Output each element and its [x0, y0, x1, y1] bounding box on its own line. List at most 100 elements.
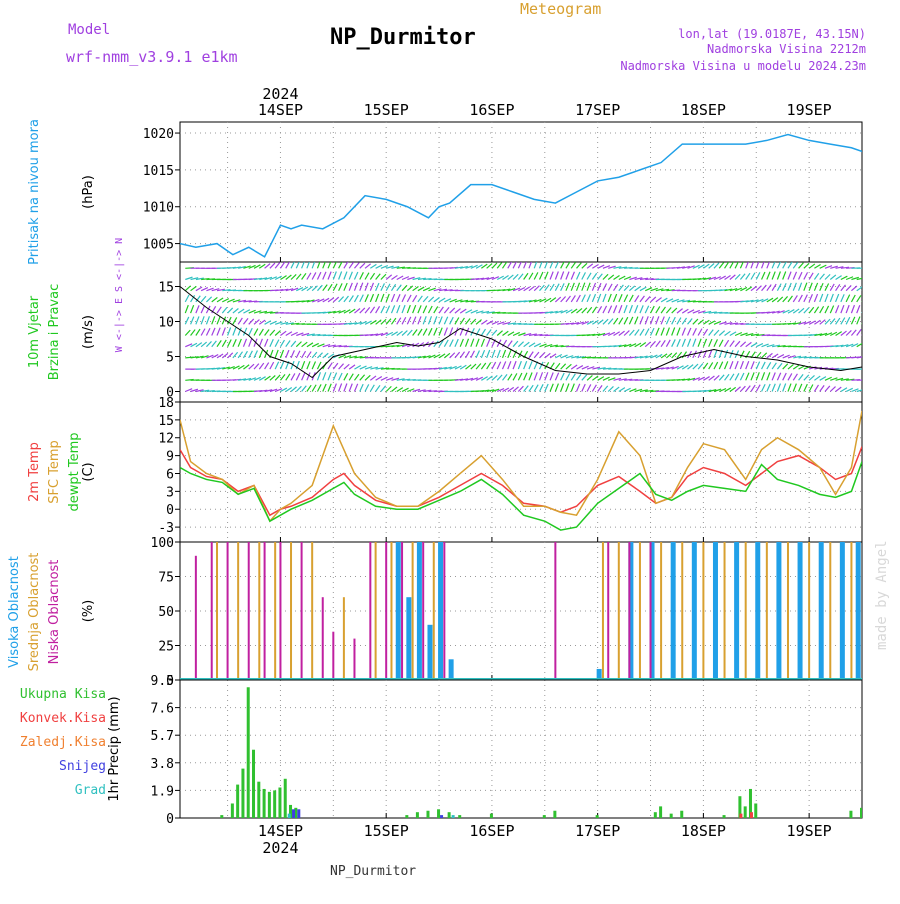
y-tick-label: 0: [166, 503, 174, 518]
wind-barb: [608, 306, 611, 314]
wind-barb: [254, 329, 258, 336]
wind-barb: [661, 328, 664, 336]
wind-barb: [460, 352, 464, 358]
cloud-bar: [375, 542, 377, 680]
wind-barb: [376, 306, 380, 313]
wind-barb: [376, 274, 381, 280]
wind-barb: [254, 320, 259, 325]
wind-barb: [487, 363, 491, 370]
wind-barb: [370, 385, 374, 392]
wind-barb: [762, 384, 766, 391]
cloud-bar: [227, 542, 229, 680]
charts: 14SEP14SEP15SEP15SEP16SEP16SEP17SEP17SEP…: [7, 85, 871, 857]
wind-barb: [566, 373, 570, 380]
wind-barb: [645, 329, 649, 336]
wind-barb: [555, 297, 560, 302]
precip-bar: [739, 814, 742, 818]
wind-barb: [857, 295, 861, 301]
wind-barb: [830, 275, 836, 280]
wind-barb: [233, 328, 236, 336]
wind-barb: [851, 317, 854, 324]
cloud-bar: [713, 542, 718, 680]
cloud-bar: [332, 632, 334, 680]
wind-barb: [185, 330, 190, 335]
wind-barb: [592, 385, 596, 392]
wind-barb: [740, 342, 745, 347]
wind-barb: [323, 285, 327, 291]
wind-barb: [614, 387, 620, 391]
wind-barb: [830, 284, 834, 291]
wind-barb: [740, 351, 744, 358]
wind-barb: [756, 272, 760, 279]
wind-barb: [587, 264, 593, 268]
wind-barb: [418, 329, 422, 336]
cloud-bar: [856, 542, 861, 680]
wind-barb: [550, 272, 553, 280]
wind-barb: [709, 339, 712, 347]
wind-barb: [196, 305, 199, 313]
wind-barb: [333, 373, 336, 381]
wind-barb: [280, 262, 284, 268]
wind-barb: [545, 384, 548, 392]
wind-barb: [577, 374, 581, 380]
wind-barb: [592, 376, 598, 380]
wind-barb: [804, 272, 808, 279]
wind-barb: [185, 317, 188, 324]
cloud-bar: [412, 542, 414, 680]
wind-barb: [381, 283, 385, 290]
precip-bar: [263, 789, 266, 818]
wind-barb: [598, 306, 602, 313]
wind-direction-legend: W <-|-> E S <-|-> N: [114, 238, 125, 352]
wind-barb: [360, 263, 365, 268]
cloud-bar: [449, 659, 454, 680]
wind-barb: [376, 385, 380, 391]
cloud-bar: [322, 597, 324, 680]
cloud-bar: [311, 542, 313, 680]
wind-barb: [238, 318, 242, 324]
wind-barb: [756, 286, 761, 291]
wind-barb: [672, 339, 676, 346]
precip-bar: [680, 811, 683, 818]
wind-barb: [793, 272, 796, 280]
wind-barb: [767, 372, 770, 380]
wind-barb: [296, 373, 300, 380]
wind-barb: [677, 309, 683, 313]
wind-barb: [603, 306, 607, 313]
wind-barb: [566, 296, 571, 302]
side-label: Pritisak na nivou mora: [27, 119, 42, 265]
wind-barb: [592, 273, 596, 279]
wind-barb: [201, 342, 206, 347]
wind-barb: [370, 376, 376, 380]
wind-barb: [603, 274, 608, 279]
wind-barb: [598, 385, 602, 391]
wind-barb: [783, 272, 786, 280]
wind-barb: [550, 372, 553, 380]
wind-barb: [439, 307, 443, 313]
cloud-bar: [396, 542, 401, 680]
subtitle: Meteogram: [520, 0, 601, 18]
y-axis-label: (hPa): [81, 175, 96, 209]
precip-bar: [236, 785, 239, 818]
model-name: wrf-nmm_v3.9.1 e1km: [66, 48, 238, 66]
panel-plot: [220, 687, 865, 818]
wind-barb: [603, 319, 608, 324]
wind-barb: [492, 362, 496, 369]
wind-barb: [656, 298, 662, 302]
wind-barb: [407, 317, 410, 324]
y-tick-label: 9: [166, 450, 174, 465]
top-date-label: 18SEP: [681, 101, 726, 119]
precip-bar: [860, 808, 863, 818]
y-axis-label: (m/s): [81, 315, 96, 349]
wind-barb: [587, 283, 590, 291]
wind-barb: [629, 330, 634, 336]
cloud-bar: [819, 542, 824, 680]
cloud-bar: [258, 542, 260, 680]
wind-barb: [614, 284, 618, 290]
wind-barb: [344, 262, 348, 269]
wind-barb: [783, 384, 786, 392]
wind-barb: [243, 339, 246, 347]
wind-barb: [814, 294, 817, 302]
wind-barb: [249, 319, 254, 324]
cloud-bar: [734, 542, 739, 680]
y-tick-label: 75: [158, 571, 174, 586]
